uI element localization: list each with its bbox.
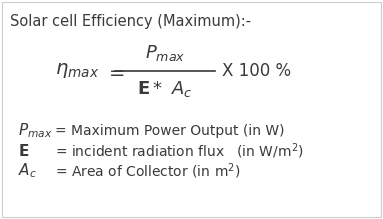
Text: X 100 %: X 100 %: [222, 62, 291, 80]
Text: $\mathbf{E}$: $\mathbf{E}$: [18, 143, 29, 159]
Text: = incident radiation flux   (in W/m$^2$): = incident radiation flux (in W/m$^2$): [55, 141, 304, 161]
Text: = Area of Collector (in m$^2$): = Area of Collector (in m$^2$): [55, 161, 241, 181]
Text: $A_c$: $A_c$: [18, 162, 37, 180]
Text: $=$: $=$: [105, 62, 125, 81]
Text: $\eta_{max}$: $\eta_{max}$: [55, 62, 99, 81]
Text: $P_{max}$: $P_{max}$: [18, 122, 52, 140]
Text: = Maximum Power Output (in W): = Maximum Power Output (in W): [55, 124, 285, 138]
Text: $\mathbf{E}*\ A_c$: $\mathbf{E}*\ A_c$: [137, 79, 193, 99]
Text: $P_{max}$: $P_{max}$: [145, 43, 185, 63]
Text: Solar cell Efficiency (Maximum):-: Solar cell Efficiency (Maximum):-: [10, 14, 251, 29]
